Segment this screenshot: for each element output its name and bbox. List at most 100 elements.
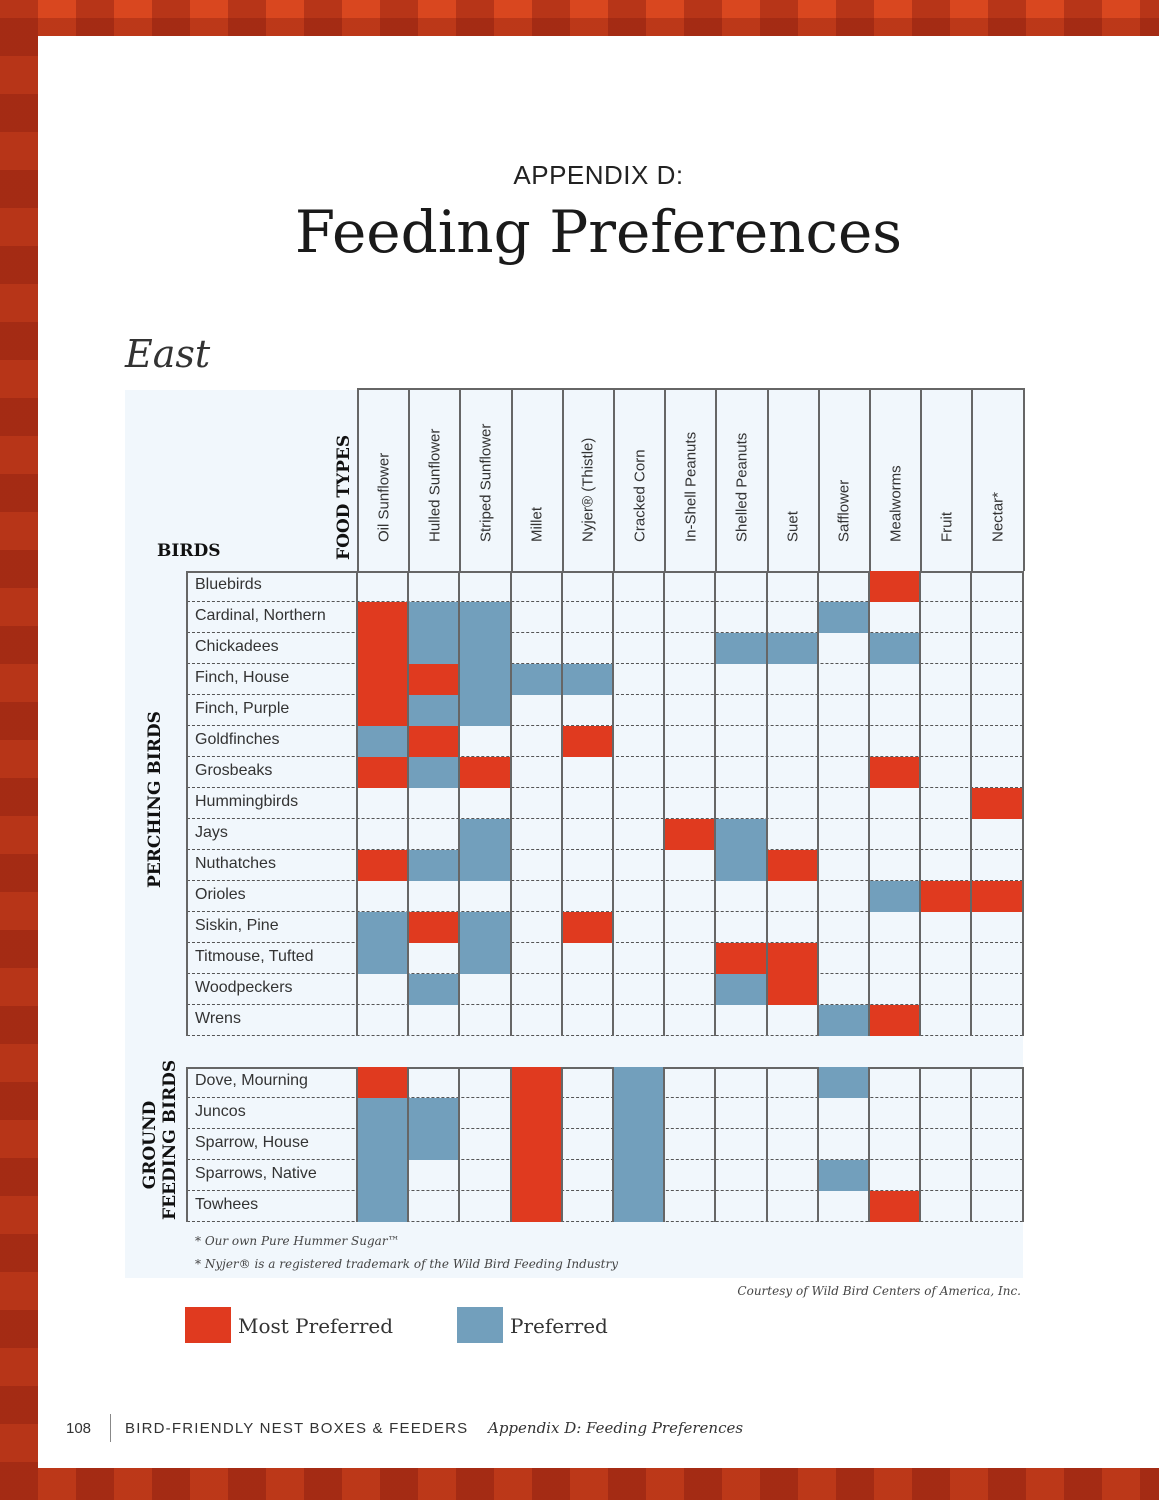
cell-empty [971, 1160, 1022, 1191]
cell-empty [562, 1098, 613, 1129]
cell-empty [408, 943, 459, 974]
bird-name: Cardinal, Northern [195, 607, 326, 624]
cell-empty [613, 850, 664, 881]
column-header: Mealworms [869, 388, 920, 571]
cell-empty [971, 1129, 1022, 1160]
food-types-header-label: FOOD TYPES [334, 434, 354, 560]
column-header: Oil Sunflower [357, 388, 408, 571]
cell-empty [715, 788, 766, 819]
cell-empty [920, 757, 971, 788]
cell-empty [664, 1129, 715, 1160]
cell-most-preferred [510, 1191, 562, 1222]
cell-empty [562, 819, 613, 850]
table-row: Orioles [187, 881, 1023, 912]
cell-empty [511, 850, 562, 881]
cell-empty [971, 664, 1022, 695]
cell-empty [459, 881, 510, 912]
table-row: Finch, House [187, 664, 1023, 695]
table-row: Towhees [187, 1191, 1023, 1222]
column-header-label: Cracked Corn [631, 449, 649, 542]
cell-empty [715, 1129, 766, 1160]
legend-label-preferred: Preferred [510, 1314, 608, 1338]
cell-most-preferred [357, 602, 409, 633]
table-row: Grosbeaks [187, 757, 1023, 788]
cell-most-preferred [510, 1160, 562, 1191]
cell-empty [869, 1067, 920, 1098]
cell-empty [613, 819, 664, 850]
group-top-border [187, 1067, 1023, 1069]
cell-empty [818, 974, 869, 1005]
cell-most-preferred [510, 1067, 562, 1098]
cell-empty [767, 881, 818, 912]
cell-empty [818, 757, 869, 788]
cell-empty [767, 819, 818, 850]
group-label-ground-feeding: GROUND FEEDING BIRDS [140, 1060, 180, 1220]
column-header-label: Striped Sunflower [477, 423, 495, 542]
cell-preferred [613, 1129, 665, 1160]
bird-name: Grosbeaks [195, 762, 273, 779]
column-header: Nyjer® (Thistle) [561, 388, 613, 571]
cell-empty [664, 695, 715, 726]
cell-empty [562, 1160, 613, 1191]
column-header-label: Nyjer® (Thistle) [579, 437, 597, 542]
cell-empty [664, 1005, 715, 1036]
cell-empty [767, 1160, 818, 1191]
cell-empty [664, 602, 715, 633]
cell-empty [459, 1129, 510, 1160]
appendix-label: APPENDIX D: [513, 160, 684, 190]
cell-most-preferred [715, 943, 767, 974]
cell-empty [613, 695, 664, 726]
cell-empty [459, 726, 510, 757]
cell-empty [971, 571, 1022, 602]
grid-line [868, 1067, 870, 1222]
cell-preferred [715, 974, 767, 1005]
cell-most-preferred [766, 974, 818, 1005]
grid-line [356, 571, 358, 1036]
cell-empty [511, 788, 562, 819]
cell-most-preferred [971, 788, 1023, 819]
cell-empty [664, 1191, 715, 1222]
cell-empty [664, 633, 715, 664]
legend-swatch-most-preferred [185, 1307, 231, 1343]
cell-empty [971, 1005, 1022, 1036]
cell-preferred [510, 664, 562, 695]
cell-empty [408, 1191, 459, 1222]
bird-name: Chickadees [195, 638, 279, 655]
cell-empty [869, 695, 920, 726]
table-row: Finch, Purple [187, 695, 1023, 726]
grid-line [186, 571, 188, 1036]
cell-preferred [817, 1005, 869, 1036]
cell-preferred [408, 695, 460, 726]
cell-empty [459, 1098, 510, 1129]
cell-empty [767, 1129, 818, 1160]
cell-empty [459, 1067, 510, 1098]
cell-empty [459, 1160, 510, 1191]
cell-empty [613, 602, 664, 633]
table-row: Wrens [187, 1005, 1023, 1036]
table-row: Sparrows, Native [187, 1160, 1023, 1191]
cell-empty [818, 788, 869, 819]
cell-empty [869, 1098, 920, 1129]
cell-most-preferred [357, 633, 409, 664]
cell-empty [664, 726, 715, 757]
bird-name: Jays [195, 824, 228, 841]
cell-empty [408, 1160, 459, 1191]
cell-empty [869, 664, 920, 695]
cell-preferred [408, 1129, 460, 1160]
cell-empty [511, 757, 562, 788]
table-row: Chickadees [187, 633, 1023, 664]
table-row: Nuthatches [187, 850, 1023, 881]
column-header-label: Safflower [835, 479, 853, 542]
column-header-label: Mealworms [887, 465, 905, 542]
cell-preferred [613, 1067, 665, 1098]
cell-empty [767, 788, 818, 819]
cell-most-preferred [920, 881, 972, 912]
cell-empty [869, 726, 920, 757]
grid-line [407, 571, 410, 1036]
cell-preferred [408, 757, 460, 788]
cell-empty [818, 881, 869, 912]
cell-most-preferred [869, 571, 921, 602]
cell-most-preferred [408, 726, 460, 757]
cell-preferred [357, 943, 409, 974]
cell-empty [613, 788, 664, 819]
